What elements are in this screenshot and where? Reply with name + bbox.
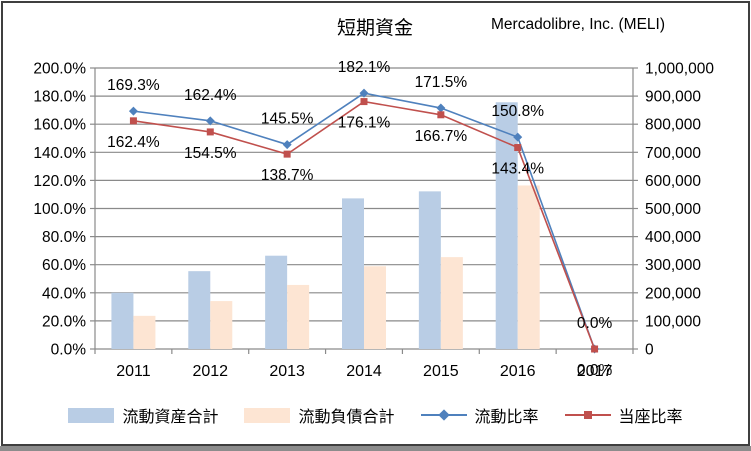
marker-current-ratio-2013[interactable] [282,140,292,150]
left-axis-label: 180.0% [33,89,86,106]
marker-current-ratio-2016[interactable] [513,132,523,142]
right-axis-label: 300,000 [645,257,701,274]
bar-current-assets-2013[interactable] [265,255,288,349]
chart-subtitle: Mercadolibre, Inc. (MELI) [491,16,665,33]
chart-legend: 流動資産合計 流動負債合計 流動比率 当座比率 [0,401,751,429]
plot-area[interactable]: 169.3% 162.4% 145.5% 182.1% 171.5% 150.8% 0.0%… [0,0,751,400]
bar-current-assets-2016[interactable] [495,102,518,349]
bar-current-liabilities-2014[interactable] [364,266,386,349]
data-label-current-ratio-2017: 0.0% [577,315,613,332]
right-axis-label: 1,000,000 [645,61,714,78]
data-label-quick-ratio-2017: 0.0% [577,362,613,379]
marker-quick-ratio-2014[interactable] [360,98,368,106]
marker-quick-ratio-2017[interactable] [591,345,599,353]
data-label-quick-ratio-2014: 176.1% [338,115,391,132]
chart-title: 短期資金 [336,18,413,39]
legend-swatch-current-liabilities [244,407,291,423]
bar-current-assets-2015[interactable] [418,191,441,349]
left-axis-label: 140.0% [33,145,86,162]
bar-current-liabilities-2011[interactable] [133,315,156,349]
data-label-quick-ratio-2015: 166.7% [415,128,468,145]
right-axis-label: 0 [645,342,654,359]
data-label-quick-ratio-2012: 154.5% [184,145,237,162]
marker-current-ratio-2012[interactable] [205,116,215,126]
right-axis-label: 700,000 [645,145,701,162]
legend-label-quick-ratio: 当座比率 [618,409,683,426]
legend-label-current-liabilities: 流動負債合計 [298,409,395,426]
bar-current-liabilities-2015[interactable] [440,257,463,349]
marker-quick-ratio-2016[interactable] [514,144,522,152]
data-label-current-ratio-2012: 162.4% [184,87,237,104]
bar-current-assets-2012[interactable] [188,271,211,349]
legend-label-current-assets: 流動資産合計 [122,409,219,426]
bar-current-liabilities-2012[interactable] [210,301,233,349]
left-axis-label: 80.0% [42,229,86,246]
x-axis-label-2012: 2012 [192,363,228,380]
right-axis-label: 800,000 [645,117,701,134]
x-axis-label-2016: 2016 [500,363,536,380]
legend-label-current-ratio: 流動比率 [474,409,539,426]
legend-item-current-liabilities[interactable]: 流動負債合計 [244,403,395,427]
right-axis-label: 200,000 [645,285,701,302]
right-axis-label: 600,000 [645,173,701,190]
bar-current-liabilities-2013[interactable] [287,284,310,349]
marker-current-ratio-2014[interactable] [359,88,369,98]
data-label-current-ratio-2013: 145.5% [261,111,314,128]
data-label-quick-ratio-2011: 162.4% [107,134,160,151]
x-axis-label-2011: 2011 [116,363,151,380]
x-axis-label-2013: 2013 [269,363,305,380]
right-axis-label: 400,000 [645,229,701,246]
square-marker-icon [583,411,592,419]
left-axis-label: 40.0% [42,285,86,302]
marker-quick-ratio-2013[interactable] [283,150,291,158]
marker-quick-ratio-2012[interactable] [206,128,214,136]
left-axis-label: 20.0% [42,313,86,330]
x-axis-label-2014: 2014 [346,363,382,380]
left-axis-label: 0.0% [51,342,87,359]
left-axis-label: 160.0% [33,117,86,134]
marker-quick-ratio-2011[interactable] [129,117,137,125]
data-label-current-ratio-2015: 171.5% [415,74,468,91]
left-axis-label: 120.0% [33,173,86,190]
x-axis-label-2015: 2015 [423,363,459,380]
left-axis-label: 100.0% [33,201,86,218]
legend-item-quick-ratio[interactable]: 当座比率 [564,403,683,427]
right-axis-label: 900,000 [645,89,701,106]
legend-item-current-assets[interactable]: 流動資産合計 [68,403,218,427]
data-label-current-ratio-2016: 150.8% [491,103,544,120]
bar-current-liabilities-2016[interactable] [517,185,540,349]
legend-item-current-ratio[interactable]: 流動比率 [420,403,539,427]
data-label-quick-ratio-2013: 138.7% [261,167,314,184]
left-axis-label: 60.0% [42,257,86,274]
window-bottom-edge [0,446,751,451]
bar-current-assets-2011[interactable] [111,292,134,349]
right-axis-label: 100,000 [645,313,701,330]
bar-current-assets-2014[interactable] [342,198,364,349]
marker-current-ratio-2015[interactable] [436,103,446,113]
data-label-current-ratio-2014: 182.1% [338,59,391,76]
diamond-marker-icon [437,409,450,421]
legend-swatch-quick-ratio [564,407,611,423]
marker-current-ratio-2011[interactable] [128,106,138,116]
marker-quick-ratio-2015[interactable] [437,111,445,119]
data-label-quick-ratio-2016: 143.4% [491,161,544,178]
left-axis-label: 200.0% [33,61,86,78]
legend-swatch-current-assets [68,407,115,423]
data-label-current-ratio-2011: 169.3% [107,77,160,94]
legend-swatch-current-ratio [420,407,467,423]
x-axis-label-2017: 2017 [577,363,613,380]
right-axis-label: 500,000 [645,201,701,218]
